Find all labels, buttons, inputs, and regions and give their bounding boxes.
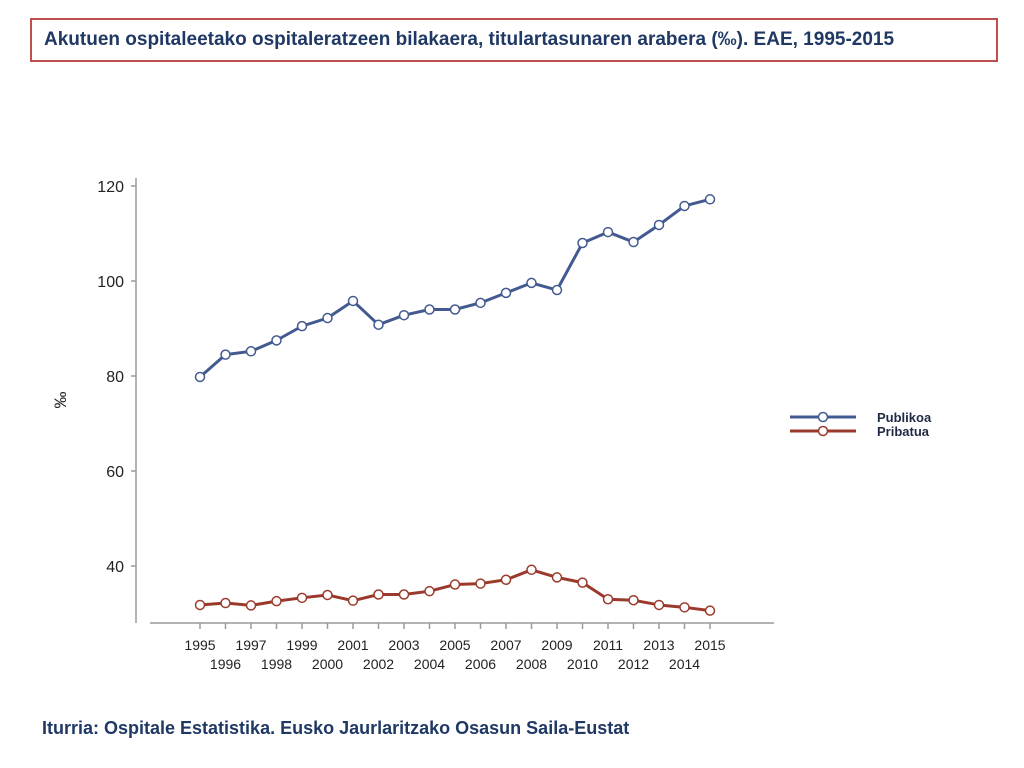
x-tick-label: 2002 bbox=[363, 656, 394, 672]
data-point-pribatua bbox=[347, 595, 359, 606]
data-point-publikoa bbox=[704, 194, 716, 205]
data-point-publikoa bbox=[449, 304, 461, 315]
x-tick-label: 1995 bbox=[184, 637, 215, 653]
data-point-publikoa bbox=[220, 349, 231, 360]
x-tick-label: 2012 bbox=[618, 656, 649, 672]
data-point-pribatua bbox=[398, 589, 410, 600]
x-tick-label: 2011 bbox=[593, 637, 623, 653]
data-point-publikoa bbox=[653, 219, 665, 231]
data-point-publikoa bbox=[679, 200, 690, 212]
y-axis-label: ‰ bbox=[51, 392, 70, 409]
data-point-publikoa bbox=[347, 295, 359, 307]
source-note: Iturria: Ospitale Estatistika. Eusko Jau… bbox=[42, 718, 630, 738]
data-point-pribatua bbox=[577, 577, 588, 588]
data-point-publikoa bbox=[424, 304, 435, 315]
series-line-publikoa bbox=[199, 197, 711, 379]
x-tick-label: 2000 bbox=[312, 656, 343, 672]
data-point-pribatua bbox=[653, 599, 665, 611]
data-point-pribatua bbox=[194, 599, 206, 611]
x-tick-label: 2003 bbox=[388, 637, 419, 653]
y-tick-label: 100 bbox=[97, 274, 124, 291]
data-point-publikoa bbox=[271, 335, 282, 346]
x-tick-label: 2005 bbox=[439, 637, 470, 653]
y-tick-label: 60 bbox=[106, 464, 124, 481]
data-point-pribatua bbox=[704, 605, 716, 616]
chart-title: Akutuen ospitaleetako ospitaleratzeen bi… bbox=[44, 29, 895, 50]
x-tick-label: 2009 bbox=[541, 637, 572, 653]
x-tick-label: 1997 bbox=[235, 637, 266, 653]
data-point-pribatua bbox=[373, 589, 384, 600]
data-point-pribatua bbox=[322, 589, 333, 601]
data-point-publikoa bbox=[500, 287, 512, 299]
x-tick-label: 1999 bbox=[286, 637, 317, 653]
y-tick-label: 40 bbox=[106, 559, 124, 576]
x-tick-label: 2007 bbox=[490, 637, 521, 653]
data-point-publikoa bbox=[602, 226, 614, 238]
data-point-pribatua bbox=[526, 564, 537, 576]
data-point-publikoa bbox=[551, 284, 563, 296]
data-point-publikoa bbox=[373, 319, 384, 330]
x-tick-label: 2015 bbox=[694, 637, 725, 653]
data-point-publikoa bbox=[475, 297, 486, 309]
x-tick-label: 2008 bbox=[516, 656, 547, 672]
data-point-publikoa bbox=[245, 346, 257, 357]
legend-label-pribatua: Pribatua bbox=[877, 424, 930, 439]
data-point-pribatua bbox=[500, 574, 512, 586]
data-point-publikoa bbox=[322, 312, 333, 324]
y-tick-label: 120 bbox=[97, 179, 124, 196]
data-point-pribatua bbox=[271, 595, 282, 607]
y-tick-label: 80 bbox=[106, 369, 124, 386]
data-point-publikoa bbox=[398, 309, 410, 321]
data-point-pribatua bbox=[551, 572, 563, 583]
data-point-pribatua bbox=[679, 602, 690, 613]
x-tick-label: 1998 bbox=[261, 656, 292, 672]
data-point-pribatua bbox=[220, 597, 231, 609]
data-point-pribatua bbox=[245, 600, 257, 611]
x-tick-label: 2004 bbox=[414, 656, 445, 672]
data-point-pribatua bbox=[424, 585, 435, 597]
data-point-pribatua bbox=[449, 579, 461, 590]
x-tick-label: 2006 bbox=[465, 656, 496, 672]
data-point-pribatua bbox=[628, 594, 639, 606]
legend-label-publikoa: Publikoa bbox=[877, 410, 932, 425]
x-tick-label: 2013 bbox=[643, 637, 674, 653]
data-point-publikoa bbox=[628, 236, 639, 248]
data-point-publikoa bbox=[194, 371, 206, 383]
data-point-pribatua bbox=[475, 578, 486, 589]
legend-marker-pribatua bbox=[817, 425, 829, 437]
title-box: Akutuen ospitaleetako ospitaleratzeen bi… bbox=[30, 18, 998, 62]
x-tick-label: 2010 bbox=[567, 656, 598, 672]
data-point-publikoa bbox=[526, 277, 537, 289]
x-tick-label: 1996 bbox=[210, 656, 241, 672]
data-point-publikoa bbox=[296, 320, 308, 332]
x-tick-label: 2014 bbox=[669, 656, 700, 672]
data-point-pribatua bbox=[296, 592, 308, 604]
data-point-pribatua bbox=[602, 594, 614, 605]
x-tick-label: 2001 bbox=[337, 637, 368, 653]
data-point-publikoa bbox=[577, 237, 588, 249]
legend-marker-publikoa bbox=[817, 411, 829, 423]
